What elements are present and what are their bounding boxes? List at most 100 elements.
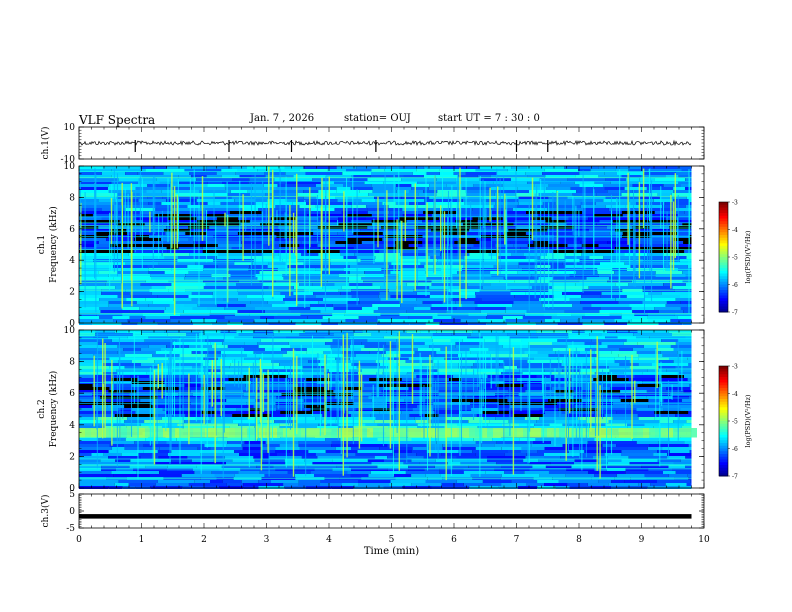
heatmap-cell — [650, 214, 679, 217]
heatmap-cell — [285, 172, 306, 175]
heatmap-cell — [111, 175, 142, 178]
heatmap-cell — [461, 205, 494, 208]
heatmap-cell — [272, 208, 311, 211]
heatmap-cell — [195, 417, 210, 420]
heatmap-cell — [95, 375, 131, 378]
heatmap-cell — [641, 465, 669, 468]
heatmap-cell — [425, 322, 440, 325]
colorbar-segment — [719, 410, 728, 414]
heatmap-cell — [684, 211, 692, 214]
heatmap-cell — [356, 166, 386, 169]
heatmap-cell — [297, 304, 311, 307]
heatmap-cell — [217, 357, 245, 360]
heatmap-cell — [619, 166, 642, 169]
heatmap-cell — [417, 181, 456, 184]
heatmap-cell — [458, 354, 491, 357]
heatmap-cell — [79, 280, 107, 283]
heatmap-cell — [279, 169, 300, 172]
heatmap-cell — [178, 247, 203, 250]
heatmap-cell — [111, 339, 145, 342]
heatmap-cell — [356, 250, 380, 253]
heatmap-cell — [79, 468, 101, 471]
heatmap-cell — [299, 283, 313, 286]
heatmap-cell — [340, 438, 360, 441]
heatmap-cell — [451, 298, 482, 301]
colorbar-segment — [719, 295, 728, 299]
heatmap-cell — [357, 256, 376, 259]
heatmap-cell — [503, 277, 539, 280]
ch1-y-axis: 10-10 — [61, 123, 704, 165]
y-tick-label: 0 — [69, 507, 75, 517]
heatmap-cell — [337, 232, 354, 235]
heatmap-cell — [192, 366, 230, 369]
heatmap-cell — [212, 292, 238, 295]
heatmap-cell — [641, 175, 666, 178]
emission-band — [79, 428, 85, 438]
heatmap-cell — [426, 450, 459, 453]
colorbar-segment — [719, 226, 728, 230]
ch1-spectrogram-ylabel: Frequency (kHz) — [48, 206, 59, 283]
colorbar-segment — [719, 451, 728, 455]
heatmap-cell — [79, 480, 119, 483]
heatmap-cell — [588, 483, 609, 486]
heatmap-cell — [371, 169, 385, 172]
heatmap-cell — [237, 298, 264, 301]
heatmap-cell — [345, 310, 374, 313]
heatmap-cell — [590, 486, 612, 489]
heatmap-cell — [589, 229, 616, 232]
heatmap-cell — [523, 384, 545, 387]
heatmap-cell — [263, 184, 278, 187]
heatmap-cell — [79, 375, 95, 378]
ch1-waveform-line — [78, 139, 692, 147]
heatmap-cell — [518, 196, 549, 199]
heatmap-cell — [140, 211, 176, 214]
heatmap-cell — [144, 420, 160, 423]
heatmap-cell — [609, 447, 648, 450]
heatmap-cell — [176, 363, 203, 366]
heatmap-cell — [234, 262, 253, 265]
heatmap-cell — [481, 298, 515, 301]
heatmap-cell — [274, 316, 308, 319]
heatmap-cell — [172, 342, 211, 345]
heatmap-cell — [544, 169, 578, 172]
heatmap-cell — [112, 316, 130, 319]
colorbar-segment — [719, 426, 728, 430]
heatmap-cell — [79, 342, 98, 345]
heatmap-cell — [639, 256, 675, 259]
heatmap-cell — [554, 420, 587, 423]
heatmap-cell — [318, 363, 352, 366]
chart-title: VLF Spectra — [79, 113, 156, 127]
heatmap-cell — [655, 271, 683, 274]
heatmap-cell — [113, 319, 128, 322]
heatmap-cell — [489, 420, 509, 423]
heatmap-cell — [522, 372, 552, 375]
heatmap-cell — [79, 295, 118, 298]
heatmap-cell — [287, 375, 313, 378]
heatmap-cell — [189, 187, 226, 190]
colorbar-segment — [719, 371, 728, 375]
heatmap-cell — [574, 438, 595, 441]
heatmap-cell — [568, 375, 597, 378]
x-tick-label: 8 — [576, 535, 582, 545]
heatmap-cell — [292, 214, 308, 217]
heatmap-cell — [414, 196, 430, 199]
heatmap-cell — [350, 474, 369, 477]
heatmap-cell — [578, 169, 591, 172]
heatmap-cell — [525, 256, 540, 259]
heatmap-cell — [384, 459, 412, 462]
heatmap-cell — [226, 271, 260, 274]
heatmap-cell — [611, 244, 642, 247]
y-tick-label: 5 — [69, 490, 75, 500]
heatmap-cell — [128, 253, 162, 256]
heatmap-cell — [325, 438, 341, 441]
heatmap-cell — [569, 486, 591, 489]
colorbar-segment — [719, 224, 728, 228]
colorbar-segment — [719, 390, 728, 394]
heatmap-cell — [644, 423, 684, 426]
heatmap-cell — [677, 316, 692, 319]
heatmap-cell — [254, 459, 285, 462]
emission-band — [379, 428, 385, 438]
heatmap-cell — [79, 241, 99, 244]
colorbar-tick-label: -7 — [732, 310, 738, 317]
colorbar-segment — [719, 374, 728, 378]
